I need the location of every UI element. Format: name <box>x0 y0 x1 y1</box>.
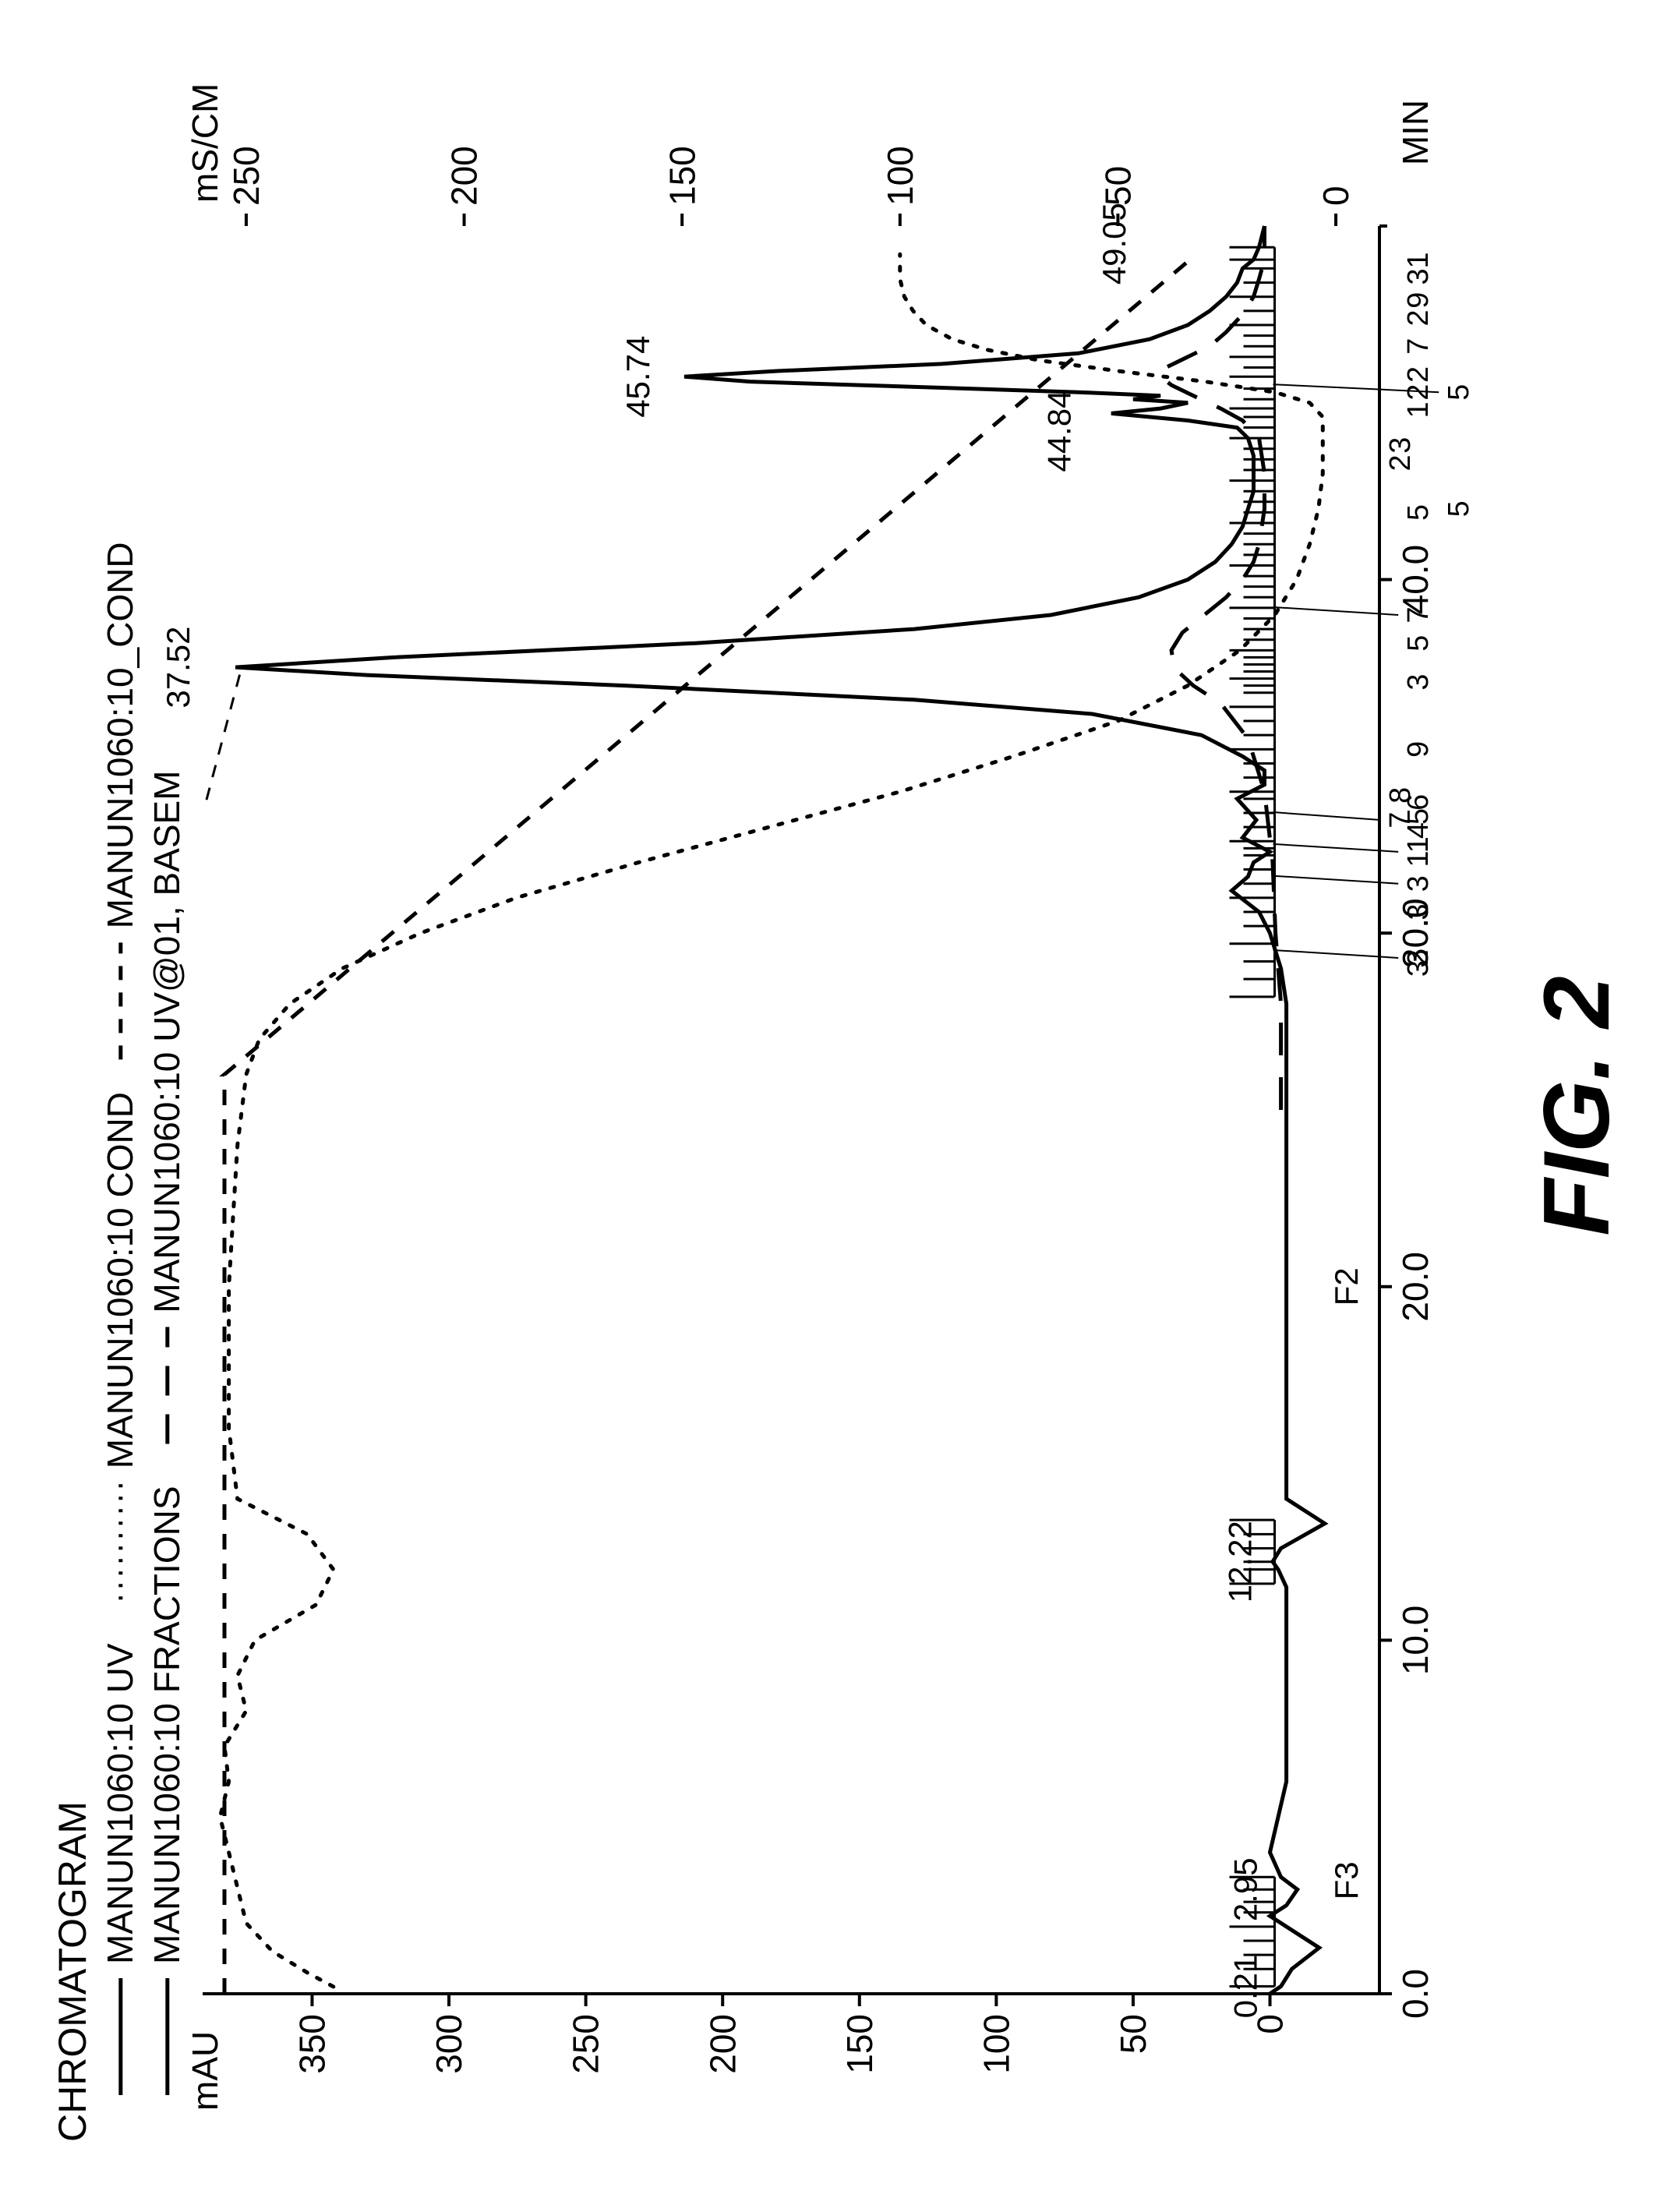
legend-label-basem: MANUN1060:10 UV@01, BASEM <box>147 770 187 1313</box>
fraction-number: 2 <box>1402 949 1435 966</box>
y-left-tick-label: 150 <box>839 2014 880 2074</box>
fraction-number: 9 <box>1402 292 1435 309</box>
y-left-tick-label: 300 <box>429 2014 469 2074</box>
y-right-tick-label: 0 <box>1316 186 1356 206</box>
fraction-number: 5 <box>1402 504 1435 521</box>
y-right-tick-label: 150 <box>662 146 702 206</box>
y-right-tick-label: 250 <box>226 146 267 206</box>
series-basem <box>1160 226 1281 1110</box>
fraction-number: 5 <box>1443 384 1475 401</box>
peak-label: 49.05 <box>1096 203 1132 284</box>
fraction-number: 9 <box>1402 741 1435 758</box>
y-right-label: mS/CM <box>185 83 225 203</box>
y-left-tick-label: 200 <box>702 2014 743 2074</box>
fraction-number: 7 <box>1384 812 1417 829</box>
fraction-number: 5 <box>1402 635 1435 652</box>
y-left-tick-label: 250 <box>566 2014 606 2074</box>
peak-label: 0.21 <box>1227 1955 1264 2019</box>
x-tick-label: 40.0 <box>1395 545 1436 615</box>
fraction-number: 2 <box>1402 366 1435 383</box>
x-tick-label: 20.0 <box>1395 1252 1436 1322</box>
fraction-number: 5 <box>1443 500 1475 517</box>
fraction-number: 1 <box>1402 401 1435 418</box>
y-right-tick-label: 50 <box>1098 166 1139 206</box>
y-left-tick-label: 50 <box>1113 2014 1153 2054</box>
series-cond-dashed <box>224 254 1196 1994</box>
fraction-number: 3 <box>1384 437 1417 454</box>
legend-item-cond: MANUN1060:10 COND <box>100 1092 140 1599</box>
legend-item-cond2: MANUN1060:10_COND <box>100 542 140 1059</box>
legend-item-fractions: MANUN1060:10 FRACTIONS <box>147 1486 187 2096</box>
peak-label: 37.52 <box>160 627 196 708</box>
peak-label: 45.74 <box>620 336 656 418</box>
y-left-tick-label: 350 <box>292 2014 333 2074</box>
x-tick-label: 0.0 <box>1395 1969 1436 2019</box>
y-left-label: mAU <box>185 2031 225 2111</box>
peak-label: 12.22 <box>1221 1521 1258 1602</box>
fraction-number: 2 <box>1402 309 1435 326</box>
peak-label: 44.84 <box>1041 390 1078 472</box>
legend-label-uv: MANUN1060:10 UV <box>100 1643 140 1964</box>
legend-label-cond: MANUN1060:10 COND <box>100 1092 140 1468</box>
x-tick-label: 10.0 <box>1395 1606 1436 1676</box>
fraction-number: 3 <box>1402 674 1435 691</box>
x-axis-label: MIN <box>1395 100 1436 165</box>
fraction-number: 7 <box>1402 606 1435 623</box>
fraction-number: 3 <box>1402 875 1435 892</box>
chart-title: CHROMATOGRAM <box>51 1801 94 2142</box>
y-left-tick-label: 100 <box>976 2014 1016 2074</box>
series-cond-dotted <box>220 254 1323 1987</box>
legend-item-basem: MANUN1060:10 UV@01, BASEM <box>147 770 187 1443</box>
chromatogram-figure: CHROMATOGRAMMANUN1060:10 UVMANUN1060:10 … <box>0 0 1660 2212</box>
legend-label-cond2: MANUN1060:10_COND <box>100 542 140 928</box>
legend-item-uv: MANUN1060:10 UV <box>100 1643 140 2095</box>
fraction-number: 3 <box>1402 903 1435 920</box>
fraction-number: 31 <box>1402 252 1435 284</box>
fraction-number: 7 <box>1402 338 1435 355</box>
fraction-number: 11 <box>1402 836 1435 867</box>
page-root: CHROMATOGRAMMANUN1060:10 UVMANUN1060:10 … <box>0 0 1660 2212</box>
series-uv <box>235 226 1325 1994</box>
wide-fraction-label: F3 <box>1328 1861 1365 1899</box>
figure-label: FIG. 2 <box>1524 976 1629 1235</box>
fraction-number: 8 <box>1384 787 1417 804</box>
wide-fraction-label: F2 <box>1328 1267 1365 1306</box>
y-right-tick-label: 100 <box>880 146 920 206</box>
legend-label-fractions: MANUN1060:10 FRACTIONS <box>147 1486 187 1965</box>
peak-label: 2.95 <box>1227 1857 1264 1921</box>
fraction-number: 2 <box>1384 454 1417 471</box>
y-right-tick-label: 200 <box>444 146 485 206</box>
